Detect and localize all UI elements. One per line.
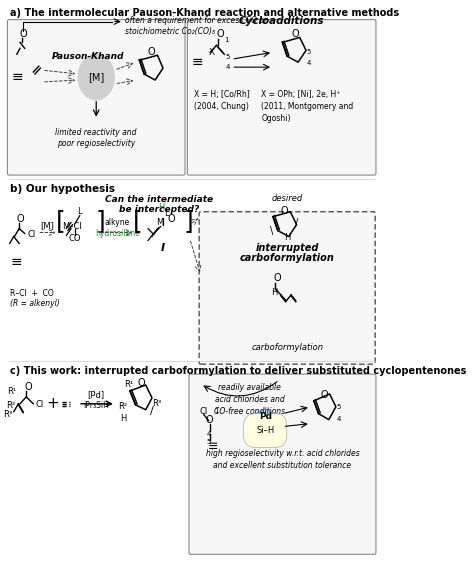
Text: 4: 4 [226, 64, 230, 70]
Text: O: O [24, 382, 32, 392]
Text: O: O [281, 205, 289, 216]
Text: [Pd]: [Pd] [88, 391, 105, 400]
Text: /: / [295, 217, 298, 228]
Text: H: H [272, 289, 278, 297]
Text: carboformylation: carboformylation [251, 343, 323, 352]
Text: O: O [320, 390, 328, 400]
Text: R²: R² [118, 402, 128, 411]
FancyBboxPatch shape [187, 20, 376, 175]
Circle shape [78, 54, 114, 100]
Text: Cl: Cl [36, 400, 44, 409]
Text: often a requirement for excess CO or
stoichiometric Co₂(CO)₈: often a requirement for excess CO or sto… [125, 16, 267, 36]
Text: O: O [16, 213, 24, 224]
Text: O: O [19, 29, 27, 40]
Text: O: O [206, 415, 213, 424]
Text: R³: R³ [152, 399, 161, 408]
Text: a) The intermolecular Pauson-Khand reaction and alternative methods: a) The intermolecular Pauson-Khand react… [10, 8, 399, 18]
Text: R–Cl  +  CO: R–Cl + CO [10, 289, 54, 298]
Text: interrupted: interrupted [255, 243, 319, 254]
Text: 5: 5 [226, 54, 230, 60]
Text: carboformylation: carboformylation [240, 253, 335, 263]
Text: R³: R³ [3, 410, 12, 419]
Text: O: O [291, 29, 299, 40]
Text: X = OPh; [Ni], 2e, H⁺
(2011, Montgomery and
Ogoshi): X = OPh; [Ni], 2e, H⁺ (2011, Montgomery … [261, 90, 354, 122]
Text: iPr₃SiH: iPr₃SiH [83, 401, 109, 410]
Polygon shape [249, 409, 281, 424]
Text: O: O [167, 213, 175, 224]
Text: R²: R² [6, 401, 15, 410]
Text: 1: 1 [224, 37, 229, 44]
Text: Si–H: Si–H [256, 426, 274, 435]
Text: 4: 4 [337, 415, 341, 422]
Text: CO: CO [69, 234, 81, 243]
Text: H: H [284, 233, 291, 242]
Text: O: O [137, 378, 145, 388]
Text: alkyne: alkyne [105, 218, 130, 227]
Text: 1: 1 [214, 408, 219, 414]
Text: 4: 4 [206, 431, 211, 436]
Text: [M]: [M] [40, 221, 54, 230]
Text: H: H [158, 203, 164, 212]
Text: R¹: R¹ [8, 387, 17, 396]
Text: ≡: ≡ [207, 440, 218, 453]
Text: L: L [164, 209, 169, 218]
Text: \: \ [270, 225, 273, 235]
Text: ≡: ≡ [192, 55, 203, 69]
Text: [M]: [M] [88, 72, 104, 82]
Text: O: O [217, 29, 224, 40]
Text: ≡: ≡ [12, 70, 23, 84]
Text: limited reactivity and
poor regioselectivity: limited reactivity and poor regioselecti… [55, 127, 137, 148]
Text: ]: ] [183, 209, 193, 233]
Text: /: / [150, 406, 154, 416]
Text: R¹: R¹ [124, 380, 133, 389]
Text: desired: desired [272, 194, 303, 203]
Text: Cl: Cl [27, 230, 35, 239]
Text: 4: 4 [307, 60, 311, 66]
FancyBboxPatch shape [199, 212, 375, 364]
FancyBboxPatch shape [8, 20, 185, 175]
Text: O: O [147, 48, 155, 57]
Text: 5: 5 [307, 49, 311, 55]
Text: ]: ] [95, 209, 105, 233]
Text: Cycloadditions: Cycloadditions [238, 16, 324, 25]
Text: Can the intermediate
be intercepted?: Can the intermediate be intercepted? [105, 195, 213, 215]
Text: ≡: ≡ [11, 255, 23, 269]
Text: X: X [209, 48, 215, 57]
Text: +: + [46, 396, 59, 411]
Text: [: [ [133, 209, 143, 233]
Text: 5: 5 [337, 404, 341, 410]
Text: L: L [77, 207, 82, 216]
Text: Pd: Pd [259, 412, 272, 421]
Text: hydrosilane: hydrosilane [95, 229, 140, 238]
Text: H: H [120, 414, 127, 423]
Text: (R = alkenyl): (R = alkenyl) [10, 299, 60, 308]
Text: O: O [273, 273, 281, 283]
FancyBboxPatch shape [189, 374, 376, 554]
Text: b) Our hypothesis: b) Our hypothesis [10, 184, 115, 194]
Text: readily available
acid chlorides and
CO-free conditions: readily available acid chlorides and CO-… [214, 383, 285, 415]
Text: M: M [156, 218, 164, 227]
Text: 5: 5 [206, 439, 211, 445]
Text: high regioselectivity w.r.t. acid chlorides
and excellent substitution tolerance: high regioselectivity w.r.t. acid chlori… [206, 449, 359, 470]
Text: c) This work: interrupted carboformylation to deliver substituted cyclopentenone: c) This work: interrupted carboformylati… [10, 366, 466, 376]
Text: Pauson-Khand: Pauson-Khand [52, 52, 125, 61]
Text: M–Cl: M–Cl [62, 222, 82, 231]
Text: Cl: Cl [200, 407, 208, 416]
Text: I: I [161, 243, 165, 254]
Text: [: [ [56, 209, 66, 233]
Text: X = H; [Co/Rh]
(2004, Chung): X = H; [Co/Rh] (2004, Chung) [194, 90, 250, 111]
